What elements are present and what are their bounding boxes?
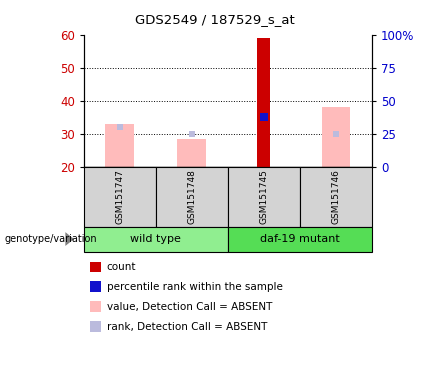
Text: daf-19 mutant: daf-19 mutant bbox=[260, 234, 340, 244]
Bar bbox=[178, 139, 206, 167]
Text: GSM151746: GSM151746 bbox=[332, 169, 341, 224]
Text: GSM151745: GSM151745 bbox=[259, 169, 268, 224]
Text: GSM151748: GSM151748 bbox=[187, 169, 197, 224]
Text: wild type: wild type bbox=[130, 234, 181, 244]
Bar bbox=[258, 38, 270, 167]
Text: value, Detection Call = ABSENT: value, Detection Call = ABSENT bbox=[107, 302, 272, 312]
Text: genotype/variation: genotype/variation bbox=[4, 234, 97, 244]
Text: percentile rank within the sample: percentile rank within the sample bbox=[107, 282, 283, 292]
Text: GSM151747: GSM151747 bbox=[115, 169, 124, 224]
Text: GDS2549 / 187529_s_at: GDS2549 / 187529_s_at bbox=[135, 13, 295, 26]
Text: rank, Detection Call = ABSENT: rank, Detection Call = ABSENT bbox=[107, 322, 267, 332]
Polygon shape bbox=[65, 232, 74, 246]
Text: count: count bbox=[107, 262, 136, 272]
Bar bbox=[105, 124, 134, 167]
Bar bbox=[322, 108, 350, 167]
